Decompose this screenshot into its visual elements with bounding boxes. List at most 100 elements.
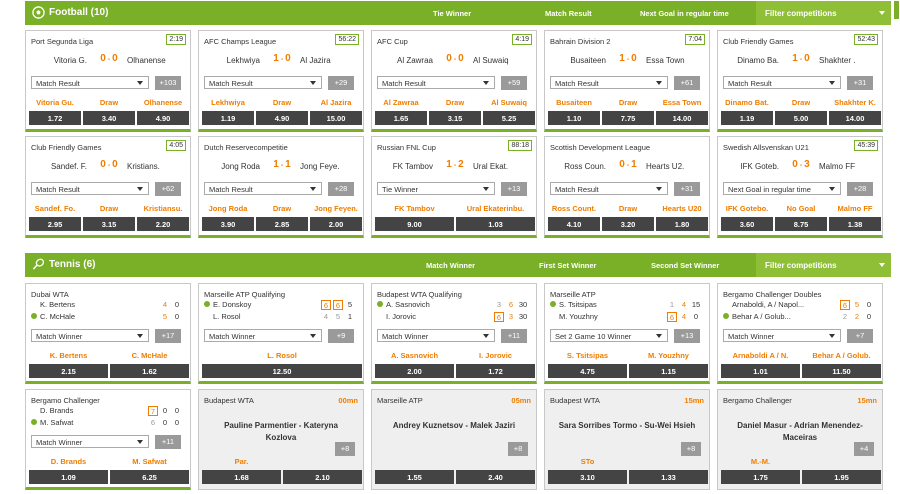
more-markets-button[interactable]: +61 — [674, 76, 700, 90]
odds-button[interactable]: 2.00 — [375, 364, 454, 378]
more-markets-button[interactable]: +17 — [155, 329, 181, 343]
market-select[interactable]: Match Winner — [723, 329, 841, 342]
odds-button[interactable]: 3.15 — [429, 111, 481, 125]
more-markets-button[interactable]: +31 — [847, 76, 873, 90]
tennis-section-header[interactable]: Tennis (6) Match Winner First Set Winner… — [25, 253, 891, 277]
football-section-header[interactable]: Football (10) Tie Winner Match Result Ne… — [25, 1, 891, 25]
odds-button[interactable]: 1.95 — [802, 470, 881, 484]
odds-button[interactable]: 15.00 — [310, 111, 362, 125]
odds-button[interactable]: 2.95 — [29, 217, 81, 231]
odds-button[interactable]: 1.33 — [629, 470, 708, 484]
tennis-match-card[interactable]: Bergamo Challenger D. Brands 7 0 0 M. Safwat 6… — [25, 389, 191, 490]
football-col-next-goal[interactable]: Next Goal in regular time — [640, 9, 729, 18]
odds-button[interactable]: 1.38 — [829, 217, 881, 231]
odds-button[interactable]: 1.09 — [29, 470, 108, 484]
odds-button[interactable]: 4.90 — [256, 111, 308, 125]
odds-button[interactable]: 14.00 — [656, 111, 708, 125]
more-markets-button[interactable]: +28 — [847, 182, 873, 196]
odds-button[interactable]: 2.40 — [456, 470, 535, 484]
odds-button[interactable]: 3.10 — [548, 470, 627, 484]
tennis-match-card[interactable]: Marseille ATP Qualifying E. Donskoy 6 6 5 L. … — [198, 283, 364, 384]
market-select[interactable]: Match Result — [723, 76, 841, 89]
football-match-card[interactable]: Scottish Development League Ross Coun. 0-1… — [544, 136, 710, 238]
more-markets-button[interactable]: +29 — [328, 76, 354, 90]
tennis-match-card[interactable]: Budapest WTA Qualifying A. Sasnovich 3 6 30 I… — [371, 283, 537, 384]
odds-button[interactable]: 1.62 — [110, 364, 189, 378]
tennis-filter-competitions[interactable]: Filter competitions — [756, 253, 891, 277]
scrollbar-thumb[interactable] — [894, 1, 899, 19]
odds-button[interactable]: 1.55 — [375, 470, 454, 484]
football-match-card[interactable]: Port Segunda Liga 2:19 Vitoria G. 0-0 Olhane… — [25, 30, 191, 132]
market-select[interactable]: Match Result — [204, 76, 322, 89]
more-markets-button[interactable]: +31 — [674, 182, 700, 196]
market-select[interactable]: Next Goal in regular time — [723, 182, 841, 195]
market-select[interactable]: Match Result — [550, 76, 668, 89]
odds-button[interactable]: 4.10 — [548, 217, 600, 231]
football-match-card[interactable]: Dutch Reservecompetitie Jong Roda 1-1 Jong … — [198, 136, 364, 238]
more-markets-button[interactable]: +11 — [501, 329, 527, 343]
prematch-card[interactable]: Bergamo Challenger 15mn Daniel Masur - Adr… — [717, 389, 883, 490]
more-markets-button[interactable]: +4 — [854, 442, 874, 456]
football-match-card[interactable]: Bahrain Division 2 7:04 Busaiteen 1-0 Essa T… — [544, 30, 710, 132]
odds-button[interactable]: 11.50 — [802, 364, 881, 378]
odds-button[interactable]: 1.15 — [629, 364, 708, 378]
market-select[interactable]: Match Result — [377, 76, 495, 89]
market-select[interactable]: Match Winner — [31, 329, 149, 342]
more-markets-button[interactable]: +62 — [155, 182, 181, 196]
odds-button[interactable]: 4.90 — [137, 111, 189, 125]
odds-button[interactable]: 2.85 — [256, 217, 308, 231]
more-markets-button[interactable]: +11 — [155, 435, 181, 449]
odds-button[interactable]: 3.15 — [83, 217, 135, 231]
odds-button[interactable]: 1.80 — [656, 217, 708, 231]
market-select[interactable]: Match Winner — [377, 329, 495, 342]
odds-button[interactable]: 7.75 — [602, 111, 654, 125]
market-select[interactable]: Tie Winner — [377, 182, 495, 195]
odds-button[interactable]: 1.72 — [456, 364, 535, 378]
odds-button[interactable]: 14.00 — [829, 111, 881, 125]
prematch-card[interactable]: Marseille ATP 05mn Andrey Kuznetsov - Male… — [371, 389, 537, 490]
football-match-card[interactable]: Swedish Allsvenskan U21 45:39 IFK Goteb. 0-… — [717, 136, 883, 238]
odds-button[interactable]: 3.20 — [602, 217, 654, 231]
odds-button[interactable]: 5.00 — [775, 111, 827, 125]
football-filter-competitions[interactable]: Filter competitions — [756, 1, 891, 25]
odds-button[interactable]: 1.75 — [721, 470, 800, 484]
odds-button[interactable]: 3.60 — [721, 217, 773, 231]
tennis-match-card[interactable]: Marseille ATP S. Tsitsipas 1 4 15 M. Youzhny 6… — [544, 283, 710, 384]
odds-button[interactable]: 4.75 — [548, 364, 627, 378]
more-markets-button[interactable]: +8 — [335, 442, 355, 456]
odds-button[interactable]: 1.65 — [375, 111, 427, 125]
more-markets-button[interactable]: +28 — [328, 182, 354, 196]
football-match-card[interactable]: Club Friendly Games 52:43 Dinamo Ba. 1-0 Sha… — [717, 30, 883, 132]
football-match-card[interactable]: Club Friendly Games 4:05 Sandef. F. 0-0 Kris… — [25, 136, 191, 238]
football-match-card[interactable]: AFC Champs League 56:22 Lekhwiya 1-0 Al Jazi… — [198, 30, 364, 132]
market-select[interactable]: Match Winner — [31, 435, 149, 448]
odds-button[interactable]: 2.20 — [137, 217, 189, 231]
odds-button[interactable]: 2.10 — [283, 470, 362, 484]
odds-button[interactable]: 1.68 — [202, 470, 281, 484]
football-col-match-result[interactable]: Match Result — [545, 9, 592, 18]
more-markets-button[interactable]: +7 — [847, 329, 873, 343]
more-markets-button[interactable]: +13 — [674, 329, 700, 343]
tennis-match-card[interactable]: Dubai WTA K. Bertens 4 0 C. McHale 5 0 Match Wi… — [25, 283, 191, 384]
odds-button[interactable]: 1.72 — [29, 111, 81, 125]
more-markets-button[interactable]: +8 — [681, 442, 701, 456]
football-match-card[interactable]: Russian FNL Cup 88:18 FK Tambov 1-2 Ural Eka… — [371, 136, 537, 238]
odds-button[interactable]: 1.10 — [548, 111, 600, 125]
odds-button[interactable]: 8.75 — [775, 217, 827, 231]
odds-button[interactable]: 2.15 — [29, 364, 108, 378]
tennis-col-match-winner[interactable]: Match Winner — [426, 261, 476, 270]
market-select[interactable]: Match Result — [31, 76, 149, 89]
more-markets-button[interactable]: +13 — [501, 182, 527, 196]
more-markets-button[interactable]: +103 — [155, 76, 181, 90]
football-match-card[interactable]: AFC Cup 4:19 Al Zawraa 0-0 Al Suwaiq Match Re… — [371, 30, 537, 132]
market-select[interactable]: Match Result — [31, 182, 149, 195]
prematch-card[interactable]: Budapest WTA 00mn Pauline Parmentier - Kat… — [198, 389, 364, 490]
tennis-match-card[interactable]: Bergamo Challenger Doubles Arnaboldi, A /… — [717, 283, 883, 384]
odds-button[interactable]: 2.00 — [310, 217, 362, 231]
odds-button[interactable]: 9.00 — [375, 217, 454, 231]
odds-button[interactable]: 12.50 — [202, 364, 362, 378]
tennis-col-first-set[interactable]: First Set Winner — [539, 261, 597, 270]
tennis-col-second-set[interactable]: Second Set Winner — [651, 261, 720, 270]
market-select[interactable]: Set 2 Game 10 Winner — [550, 329, 668, 342]
more-markets-button[interactable]: +9 — [328, 329, 354, 343]
